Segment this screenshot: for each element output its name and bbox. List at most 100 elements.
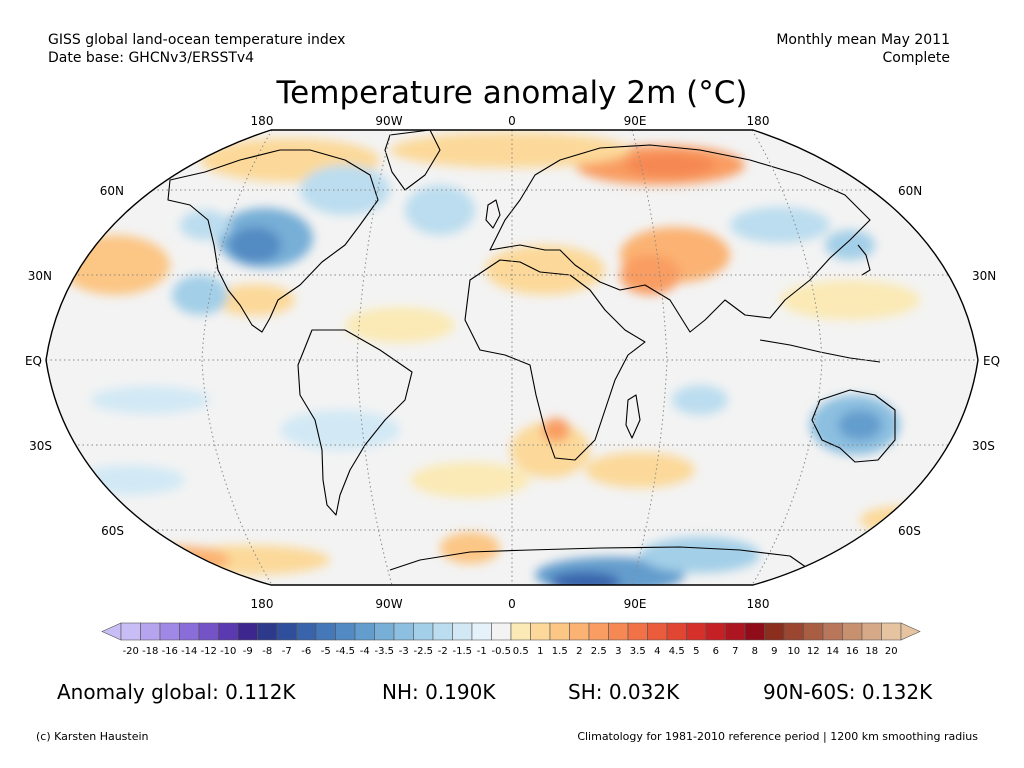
lon-label-top: 90W: [375, 114, 402, 128]
colorbar-swatch: [803, 622, 824, 641]
lat-label-right: EQ: [983, 354, 1000, 368]
colorbar-swatch: [705, 622, 726, 641]
colorbar-swatch: [764, 622, 785, 641]
lon-label-bottom: 90E: [624, 597, 647, 611]
stat-nh: NH: 0.190K: [382, 680, 496, 704]
axis-labels: 180 90W 0 90E 180 180 90W 0 90E 180 60N …: [25, 114, 1000, 611]
colorbar-tick-label: 4: [654, 646, 660, 657]
colorbar-tick-label: 14: [826, 646, 839, 657]
colorbar-swatch: [588, 622, 609, 641]
header-right: Monthly mean May 2011 Complete: [776, 31, 950, 67]
colorbar-tick-label: 4.5: [669, 646, 685, 657]
colorbar-tick-label: 10: [787, 646, 800, 657]
colorbar-swatch: [861, 622, 882, 641]
colorbar-tick-label: -16: [162, 646, 178, 657]
colorbar-max-arrow: [900, 622, 921, 641]
colorbar-swatch: [549, 622, 570, 641]
colorbar-swatch: [647, 622, 668, 641]
lon-label-top: 90E: [624, 114, 647, 128]
lon-label-bottom: 180: [251, 597, 274, 611]
colorbar-swatch: [315, 622, 336, 641]
stat-polar: 90N-60S: 0.132K: [763, 680, 933, 704]
lon-label-top: 180: [251, 114, 274, 128]
south-america-outline: [297, 329, 413, 516]
map-border: [45, 129, 979, 586]
stat-sh: SH: 0.032K: [568, 680, 680, 704]
copyright: (c) Karsten Haustein: [36, 730, 149, 743]
japan-outline: [857, 244, 871, 276]
period-label: Monthly mean May 2011: [776, 32, 950, 48]
lon-label-top: 0: [508, 114, 516, 128]
colorbar-swatch: [627, 622, 648, 641]
colorbar-swatch: [666, 622, 687, 641]
colorbar-tick-label: 1.5: [552, 646, 568, 657]
colorbar-swatch: [686, 622, 707, 641]
colorbar-swatch: [374, 622, 395, 641]
data-base: Date base: GHCNv3/ERSSTv4: [48, 50, 255, 66]
colorbar-tick-label: 3: [615, 646, 621, 657]
map-panel: [46, 130, 978, 585]
lon-label-bottom: 0: [508, 597, 516, 611]
graticule: [46, 130, 978, 585]
colorbar-tick-label: -2.5: [413, 646, 433, 657]
colorbar-swatch: [393, 622, 414, 641]
colorbar-tick-label: 20: [885, 646, 898, 657]
colorbar-tick-label: -4.5: [335, 646, 355, 657]
lat-label-left: 60S: [101, 524, 124, 538]
colorbar-tick-label: 2: [576, 646, 582, 657]
lon-label-top: 180: [747, 114, 770, 128]
colorbar-swatch: [510, 622, 531, 641]
colorbar-tick-label: 5: [693, 646, 699, 657]
colorbar-swatch: [842, 622, 863, 641]
colorbar-tick-label: -12: [201, 646, 217, 657]
colorbar-tick-label: -8: [262, 646, 272, 657]
colorbar-tick-label: -10: [220, 646, 236, 657]
colorbar-min-arrow: [101, 622, 122, 641]
map-title: Temperature anomaly 2m (°C): [276, 75, 748, 111]
colorbar-tick-label: -20: [123, 646, 139, 657]
colorbar-swatch: [530, 622, 551, 641]
colorbar-tick-label: -4: [360, 646, 370, 657]
colorbar-swatch: [725, 622, 746, 641]
colorbar-swatch: [881, 622, 902, 641]
status-label: Complete: [882, 50, 950, 66]
colorbar-swatch: [452, 622, 473, 641]
eurasia-outline: [489, 144, 871, 333]
colorbar-swatch: [822, 622, 843, 641]
new-zealand-outline: [929, 469, 946, 501]
colorbar-swatch: [296, 622, 317, 641]
colorbar-swatch: [432, 622, 453, 641]
colorbar-tick-label: -3.5: [374, 646, 394, 657]
colorbar-tick-label: -3: [399, 646, 409, 657]
colorbar-swatch: [159, 622, 180, 641]
colorbar-swatch: [257, 622, 278, 641]
lat-label-left: EQ: [25, 354, 42, 368]
colorbar-swatch: [237, 622, 258, 641]
colorbar-tick-label: 18: [865, 646, 878, 657]
colorbar-tick-label: -2: [438, 646, 448, 657]
colorbar-swatch: [744, 622, 765, 641]
colorbar-tick-label: 8: [752, 646, 758, 657]
colorbar-swatch: [783, 622, 804, 641]
colorbar-tick-label: -18: [142, 646, 158, 657]
colorbar-tick-label: -5: [321, 646, 331, 657]
lat-label-left: 30S: [29, 439, 52, 453]
colorbar-tick-label: -1.5: [452, 646, 472, 657]
colorbar-swatch: [354, 622, 375, 641]
colorbar-tick-label: 9: [771, 646, 777, 657]
colorbar-swatch: [140, 622, 161, 641]
colorbar-tick-label: -7: [282, 646, 292, 657]
colorbar-tick-label: 12: [807, 646, 820, 657]
australia-outline: [811, 389, 896, 463]
indonesia-outline: [759, 339, 881, 363]
madagascar-outline: [625, 394, 641, 439]
colorbar-swatch: [198, 622, 219, 641]
colorbar-swatch: [335, 622, 356, 641]
colorbar-tick-label: 16: [846, 646, 859, 657]
dataset-name: GISS global land-ocean temperature index: [48, 32, 346, 48]
lat-label-right: 30S: [972, 439, 995, 453]
lon-label-bottom: 180: [747, 597, 770, 611]
climatology-note: Climatology for 1981-2010 reference peri…: [577, 730, 978, 743]
header-left: GISS global land-ocean temperature index…: [48, 31, 345, 67]
